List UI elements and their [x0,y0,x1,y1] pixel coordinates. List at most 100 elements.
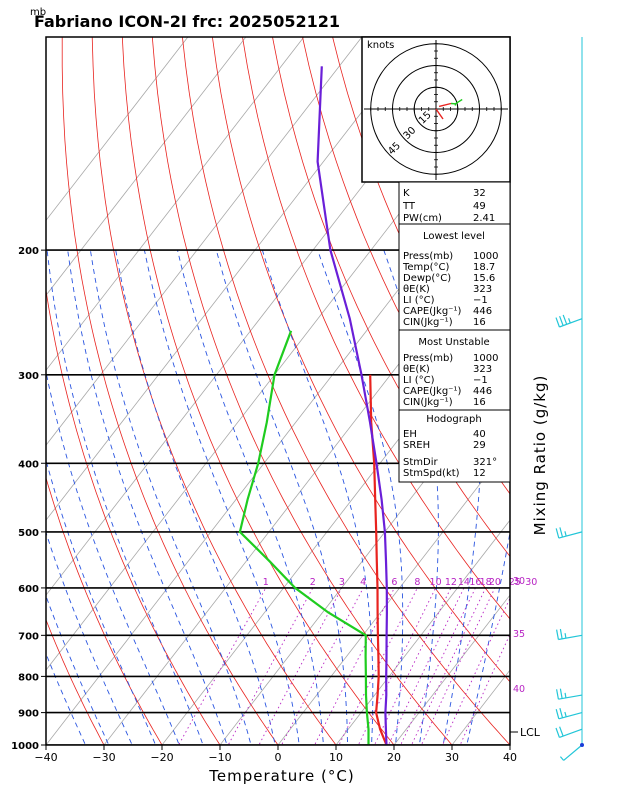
isotherm-lines [46,21,618,760]
isotherm-line [393,594,510,745]
wind-barb [555,527,583,539]
lcl-label: LCL [520,726,541,739]
x-tick-label: −30 [92,751,115,764]
x-tick-label: 40 [503,751,517,764]
x-axis-title: Temperature (°C) [208,767,354,785]
x-tick-label: −40 [34,751,57,764]
lowest-row-label: Temp(°C) [402,262,450,273]
wind-barb-flag [559,628,563,639]
wind-barb [555,708,583,720]
isotherm-line [556,21,618,760]
lowest-row-label: CAPE(Jkg⁻¹) [403,306,461,317]
moist-adiabat-line [67,250,228,745]
dry-adiabat-line [543,37,618,760]
indices-box-lowest [398,223,511,331]
storm-motion-vector [435,108,444,120]
wind-barb-half [568,318,571,324]
dry-adiabat-line [573,37,618,760]
unstable-row-label: LI (°C) [403,375,435,386]
unstable-row-label: CIN(Jkg⁻¹) [403,397,453,408]
isotherm-line [46,37,421,521]
mixing-ratio-line [400,587,476,745]
wind-barb-half [564,633,567,639]
hodo-row-label: SREH [403,440,430,451]
wind-barb-flag [559,708,564,718]
x-tick-label: 30 [445,751,459,764]
mixing-ratio-label: 8 [414,577,420,588]
dry-adiabat-line [182,37,510,745]
lowest-row-value: 446 [473,306,492,317]
hodo-row-value: 40 [473,429,486,440]
storm-row-label: StmDir [403,457,438,468]
wind-barb-shaft [563,744,583,761]
mixing-ratio-label: 2 [310,577,316,588]
storm-row-label: StmSpd(kt) [403,468,460,479]
moist-adiabat-line [466,529,510,745]
moist-adiabat-line [215,249,348,745]
mixing-ratio-line [281,587,364,745]
lowest-row-value: 323 [473,284,492,295]
adiabat-labels: 30 35 40 [513,576,525,695]
isotherm-line [46,144,510,745]
wind-barb-half [564,711,567,717]
mixing-ratio-label: 3 [339,577,345,588]
k-label: K [403,188,410,199]
mixing-ratio-label: 14 [458,577,470,588]
wind-barb [555,726,583,738]
wind-barb [556,628,583,641]
wind-barb-shaft [558,531,583,539]
dry-adiabat-lines [46,37,618,760]
dry-adiabat-line [151,37,453,745]
y-tick-label: 200 [18,246,39,257]
wind-barb [559,744,583,761]
mixing-ratio-label: 4 [360,577,366,588]
mixing-ratio-line [374,587,452,745]
moist-adiabat-line [317,249,404,745]
wind-barb-flag [562,314,568,325]
dry-adiabat-line [603,37,618,760]
wind-barb-flag [556,629,559,640]
dewpoint-profile [238,330,370,745]
indices-table: K 32 TT 49 PW(cm) 2.41 Lowest level Pres… [398,181,511,483]
k-value: 32 [473,188,486,199]
mixing-ratio-label: 30 [525,577,537,588]
mixing-ratio-line [227,587,314,745]
mixing-ratio-line [442,597,510,745]
x-tick-label: 10 [329,751,343,764]
moist-adiabat-line [115,250,276,745]
unstable-row-label: θE(K) [403,364,430,375]
moist-adiabat-line [46,594,110,745]
chart-title: Fabriano ICON-2I frc: 2025052121 [34,12,340,31]
moist-adiabat-line [261,249,374,745]
wind-barbs [555,314,584,761]
moist-adiabat-line [46,652,86,745]
moist-adiabat-line [442,249,482,745]
moist-adiabat-line [46,531,133,745]
lowest-row-label: Dewp(°C) [403,273,451,284]
adiabat-label: 35 [513,629,525,640]
unstable-row-value: 1000 [473,353,498,364]
x-tick-label: −10 [208,751,231,764]
hodograph-trace [438,102,452,108]
dry-adiabat-line [61,37,279,745]
isotherm-line [509,744,510,745]
isotherm-line [46,37,189,221]
wind-barb-flag [555,317,560,328]
adiabat-label: 30 [513,576,525,587]
lowest-row-label: CIN(Jkg⁻¹) [403,317,453,328]
wind-barb-half [564,531,567,537]
unstable-row-label: Press(mb) [403,353,453,364]
dry-adiabat-line [46,287,221,745]
x-tick-label: 20 [387,751,401,764]
y-tick-label: 1000 [11,741,39,752]
tt-value: 49 [473,201,486,212]
hodo-row-label: EH [403,429,417,440]
pw-label: PW(cm) [403,213,442,224]
wind-barb-shaft [558,712,583,720]
mixing-ratio-lines [178,587,510,745]
wind-barb-flag [559,726,564,737]
pw-value: 2.41 [473,213,495,224]
